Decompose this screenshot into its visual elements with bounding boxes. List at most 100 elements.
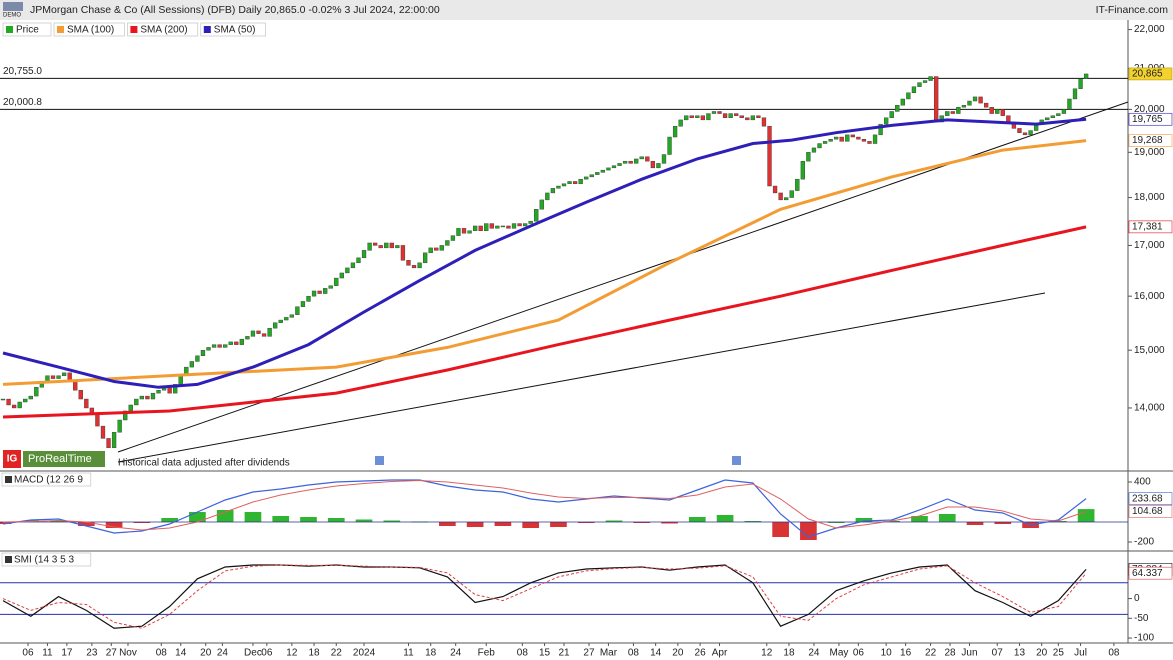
candle: [989, 107, 994, 114]
candle: [889, 111, 894, 118]
candle: [1000, 109, 1005, 116]
candle: [411, 265, 417, 269]
x-tick-label: 10: [881, 648, 893, 659]
candle: [472, 225, 478, 231]
candle: [922, 80, 928, 83]
indicator-title-box: [1, 552, 92, 567]
candle: [23, 398, 28, 403]
candle: [61, 372, 67, 376]
candle: [206, 347, 211, 351]
trend-line: [117, 292, 1046, 463]
candle: [611, 165, 617, 169]
x-tick-label: 17: [61, 648, 73, 659]
candle: [800, 160, 805, 180]
legend-label: Price: [16, 25, 39, 36]
candle: [550, 188, 556, 194]
y-tick-label: 15,000: [1134, 345, 1165, 356]
candle: [317, 290, 322, 294]
last-value-label: 19,765: [1132, 114, 1163, 125]
candle: [456, 228, 461, 236]
candle: [717, 111, 722, 114]
candle: [267, 327, 272, 337]
candle: [572, 181, 578, 184]
candle: [511, 223, 517, 229]
histogram-bar: [938, 514, 956, 522]
x-tick-label: 24: [217, 648, 229, 659]
x-tick-label: 11: [42, 648, 53, 659]
app-icon: [3, 2, 23, 11]
candle: [389, 242, 394, 249]
candle: [1006, 115, 1011, 123]
histogram-bar: [50, 520, 67, 522]
candle: [817, 143, 822, 149]
candle: [917, 82, 922, 87]
candle: [1072, 88, 1078, 100]
x-tick-label: 25: [1053, 648, 1065, 659]
candle: [828, 138, 833, 142]
candle: [961, 104, 967, 108]
candle: [100, 425, 106, 439]
last-value-box: [1128, 566, 1173, 580]
candle: [617, 163, 622, 166]
last-value-box: [1128, 492, 1173, 505]
candle: [417, 262, 422, 269]
candle: [584, 176, 589, 180]
x-tick-label: May: [829, 648, 848, 659]
indicator-title: MACD (12 26 9: [14, 475, 83, 486]
histogram-bar: [189, 512, 206, 522]
candle: [250, 330, 256, 337]
candle: [850, 134, 855, 138]
x-tick-label: 26: [695, 648, 707, 659]
candle: [750, 115, 755, 121]
candle: [789, 190, 794, 198]
candle: [622, 160, 628, 164]
candle: [256, 330, 261, 334]
candle: [667, 136, 672, 155]
y-tick-label: 22,000: [1134, 24, 1165, 35]
candle: [339, 272, 344, 279]
source: IT-Finance.com: [1096, 4, 1169, 16]
histogram-bar: [716, 515, 734, 522]
indicator-swatch: [5, 556, 12, 563]
candle: [50, 375, 56, 379]
candle: [128, 404, 133, 412]
last-value-label: 233.68: [1132, 493, 1163, 504]
candle: [373, 242, 378, 246]
histogram-bar: [466, 522, 484, 527]
candle: [289, 314, 294, 318]
candle: [678, 119, 683, 127]
candle: [556, 185, 561, 189]
candle: [489, 223, 494, 229]
histogram-bar: [994, 522, 1012, 524]
last-value-box: [1128, 134, 1173, 147]
y-tick-label: 17,000: [1134, 240, 1165, 251]
event-icon: [732, 456, 741, 465]
candle: [1017, 128, 1022, 133]
chart-title: JPMorgan Chase & Co (All Sessions) (DFB)…: [30, 4, 440, 16]
x-tick-label: Apr: [712, 648, 728, 659]
candle: [589, 174, 594, 178]
candle: [139, 395, 145, 400]
candle: [428, 247, 433, 254]
candle: [1083, 73, 1089, 79]
level-label: 20,755.0: [3, 66, 42, 77]
candle: [711, 111, 717, 114]
candle: [1050, 115, 1055, 118]
candle: [378, 245, 383, 249]
candle: [600, 169, 606, 173]
candle: [178, 375, 183, 385]
candle: [111, 432, 117, 448]
x-tick-label: 06: [261, 648, 273, 659]
candle: [350, 262, 356, 269]
candle: [500, 225, 506, 228]
legend-swatch: [203, 26, 211, 33]
logo-mark-bg: [3, 450, 21, 468]
candle: [950, 111, 955, 114]
candle: [1022, 132, 1028, 136]
candle: [173, 384, 178, 394]
candle: [78, 390, 83, 400]
candle: [900, 98, 905, 106]
x-tick-label: Mar: [600, 648, 618, 659]
candle: [745, 117, 750, 121]
legend-label: SMA (50): [214, 25, 256, 36]
